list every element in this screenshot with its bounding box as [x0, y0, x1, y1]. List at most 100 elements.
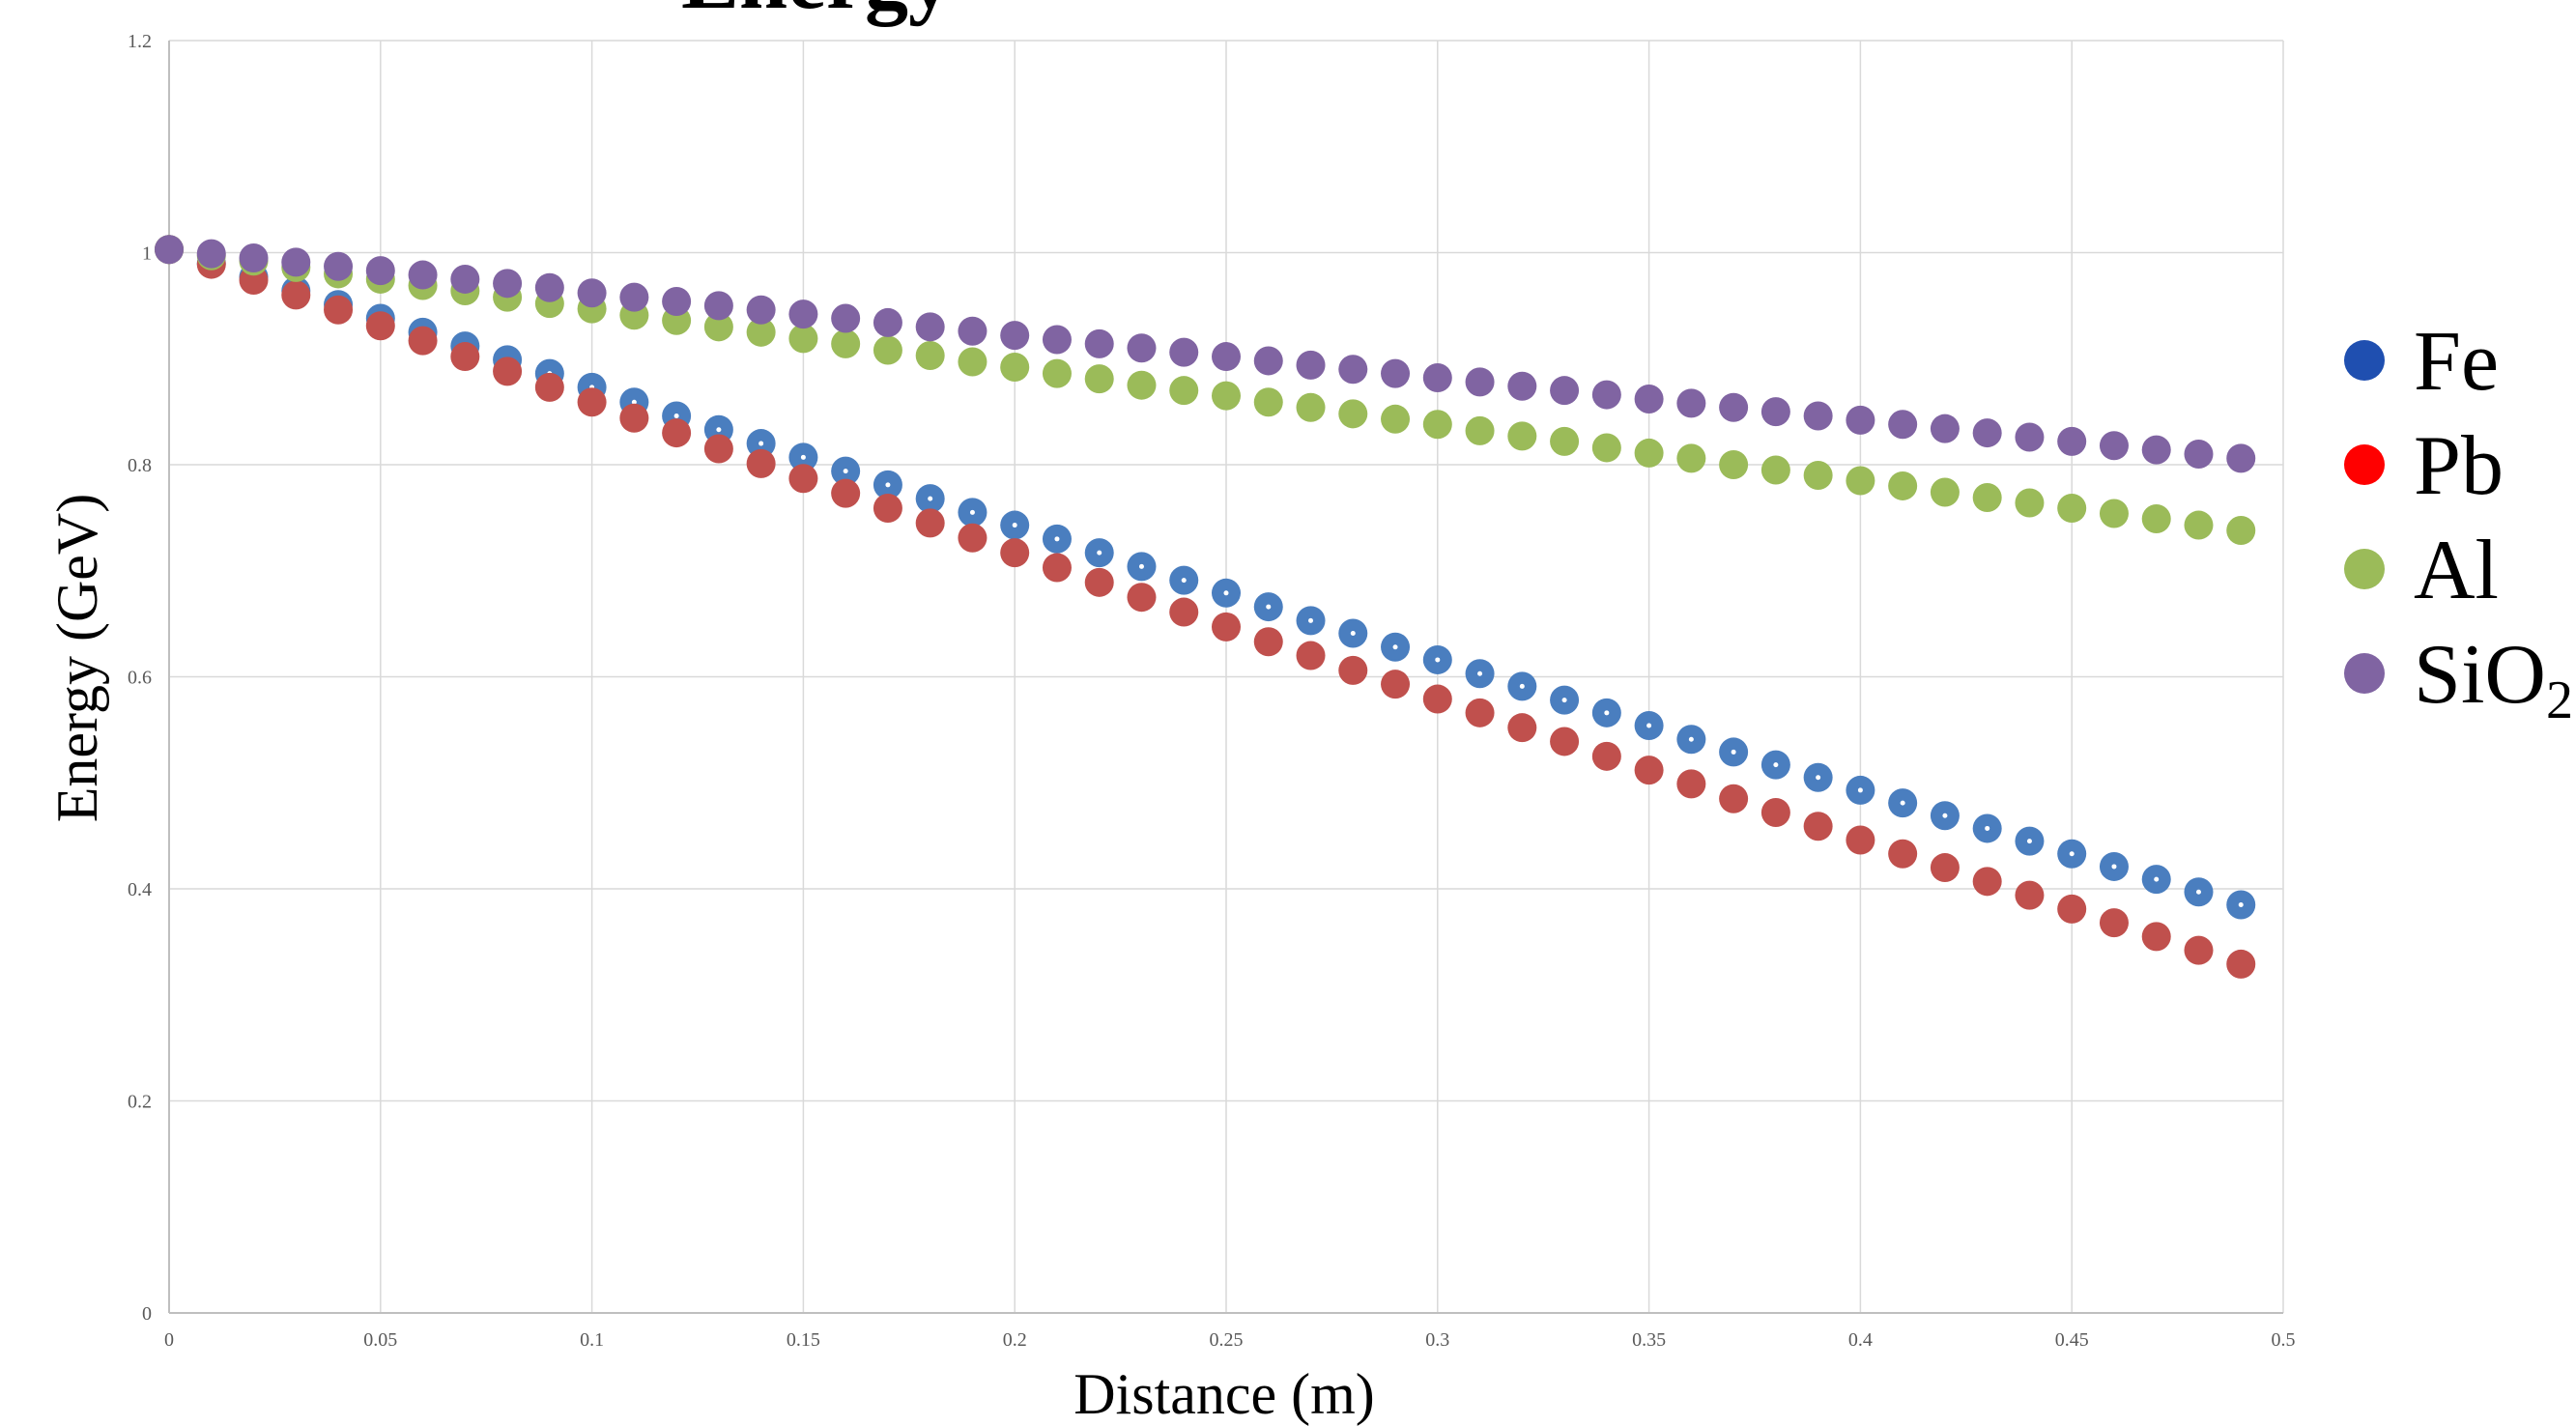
data-point-center — [928, 496, 933, 501]
data-point — [831, 328, 861, 358]
data-point-center — [1731, 749, 1736, 755]
data-point — [1042, 325, 1072, 355]
data-point — [1507, 713, 1537, 743]
data-point — [324, 251, 354, 281]
chart-title: Energy — [681, 0, 952, 27]
data-point — [1972, 867, 2002, 897]
data-point — [239, 242, 269, 272]
data-point — [873, 493, 902, 523]
data-point-center — [716, 427, 722, 433]
data-point-center — [2026, 839, 2032, 844]
data-point — [1760, 455, 1790, 485]
data-point-center — [843, 469, 848, 474]
data-point — [1253, 387, 1283, 417]
data-point-center — [1561, 698, 1567, 703]
data-point — [873, 307, 902, 337]
data-point — [788, 464, 818, 494]
data-point — [2141, 922, 2171, 952]
legend-item-pb: Pb — [2344, 419, 2504, 513]
data-point — [788, 299, 818, 329]
data-point — [1127, 583, 1157, 613]
data-point — [619, 282, 649, 312]
x-tick-label: 0.4 — [1848, 1329, 1873, 1351]
x-tick-label: 0.3 — [1425, 1329, 1449, 1351]
y-tick-label: 0.2 — [128, 1092, 152, 1113]
data-point — [324, 295, 354, 325]
data-point-center — [1519, 683, 1525, 689]
data-point — [1846, 825, 1875, 855]
data-point — [746, 317, 776, 347]
data-point — [2141, 435, 2171, 465]
data-point — [1846, 405, 1875, 435]
x-tick-label: 0.15 — [787, 1329, 820, 1351]
legend: Fe Pb Al SiO2 — [2344, 315, 2573, 730]
data-point — [1084, 364, 1114, 394]
data-point-center — [1773, 762, 1779, 768]
data-point-center — [1266, 604, 1272, 610]
data-point — [1803, 460, 1833, 490]
series-sio — [155, 235, 2256, 473]
x-tick-label: 0.1 — [580, 1329, 604, 1351]
y-axis-title: Energy (GeV) — [45, 494, 109, 822]
data-point — [1253, 627, 1283, 657]
data-point — [1338, 655, 1368, 685]
legend-marker — [2344, 549, 2385, 589]
data-point — [577, 278, 607, 308]
data-point-center — [1138, 563, 1144, 569]
data-point — [1465, 698, 1495, 727]
data-point — [2184, 440, 2214, 470]
data-point — [493, 356, 523, 386]
data-point — [1338, 355, 1368, 385]
data-point — [1422, 684, 1452, 714]
y-tick-label: 0.4 — [128, 879, 152, 900]
data-point — [1676, 769, 1706, 799]
data-point — [534, 272, 564, 302]
y-tick-labels: 0 0.2 0.4 0.6 0.8 1 1.2 — [128, 31, 152, 1325]
y-tick-label: 0.6 — [128, 668, 152, 689]
data-point — [662, 286, 692, 316]
data-point — [1507, 371, 1537, 401]
legend-label: SiO2 — [2414, 628, 2573, 730]
data-point-center — [1646, 723, 1652, 728]
data-point — [196, 239, 226, 269]
data-point-center — [1054, 536, 1060, 542]
data-point — [1084, 328, 1114, 358]
data-point-center — [2111, 864, 2117, 870]
data-point-center — [2154, 876, 2160, 882]
x-tick-label: 0 — [164, 1329, 174, 1351]
data-point-center — [1308, 617, 1314, 623]
legend-label-subscript: 2 — [2546, 670, 2573, 730]
data-point — [281, 280, 311, 310]
data-point-center — [631, 399, 637, 405]
data-point — [703, 312, 733, 342]
data-point — [281, 247, 311, 277]
data-point — [2057, 426, 2087, 456]
data-point — [1634, 438, 1664, 468]
x-tick-label: 0.5 — [2272, 1329, 2296, 1351]
data-point — [1042, 358, 1072, 388]
data-point — [1972, 418, 2002, 448]
y-tick-label: 1 — [142, 243, 152, 265]
data-point-center — [969, 509, 975, 515]
data-point — [1338, 399, 1368, 429]
data-point — [1719, 784, 1749, 813]
legend-label: Pb — [2414, 419, 2504, 513]
data-point — [450, 264, 480, 294]
data-point-center — [1857, 787, 1863, 793]
data-point — [1042, 553, 1072, 583]
series-fe — [155, 235, 2256, 920]
data-point — [408, 260, 438, 290]
data-point — [1465, 367, 1495, 397]
data-point — [1888, 471, 1918, 500]
data-point — [1296, 350, 1326, 380]
gridlines — [168, 40, 2284, 1314]
data-point — [1676, 388, 1706, 418]
data-point — [2226, 443, 2256, 473]
data-point-center — [1985, 825, 1990, 831]
data-point — [1000, 321, 1030, 351]
data-point — [2099, 499, 2129, 528]
data-point — [831, 303, 861, 333]
legend-marker — [2344, 653, 2385, 694]
data-point — [1169, 337, 1199, 367]
